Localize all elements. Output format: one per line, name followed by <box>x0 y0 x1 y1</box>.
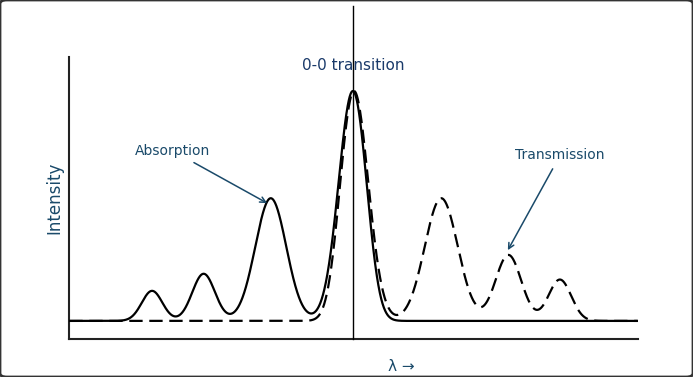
Text: 0-0 transition: 0-0 transition <box>302 58 405 73</box>
Text: Absorption: Absorption <box>135 144 265 202</box>
Y-axis label: Intensity: Intensity <box>46 162 64 234</box>
Text: Transmission: Transmission <box>509 149 605 249</box>
Text: λ →: λ → <box>387 359 414 374</box>
